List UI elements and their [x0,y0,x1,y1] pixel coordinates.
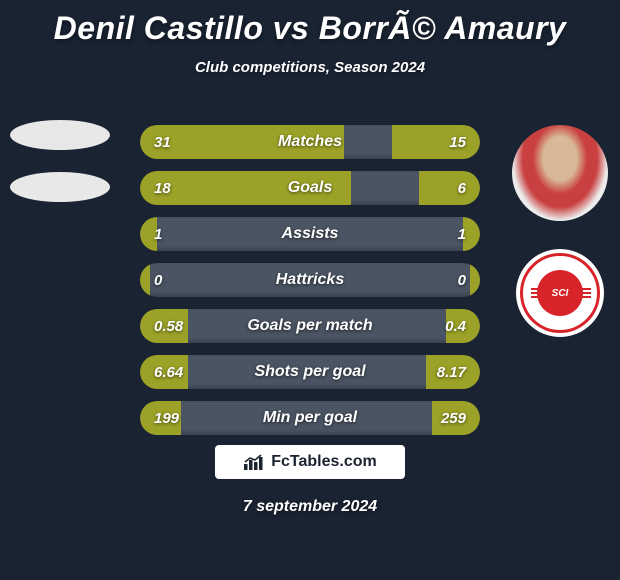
stat-bar: 1Assists1 [140,217,480,251]
bar-value-right: 1 [458,217,466,251]
club-badge-text: SCI [537,270,583,316]
stat-bar: 0.58Goals per match0.4 [140,309,480,343]
date-text: 7 september 2024 [0,498,620,516]
bar-label: Hattricks [140,263,480,297]
stat-bar: 0Hattricks0 [140,263,480,297]
stat-bars: 31Matches1518Goals61Assists10Hattricks00… [140,125,480,435]
bar-value-right: 0 [458,263,466,297]
bar-value-right: 6 [458,171,466,205]
stat-bar: 6.64Shots per goal8.17 [140,355,480,389]
left-player-avatar-placeholder [10,120,110,150]
bar-value-right: 259 [441,401,466,435]
fctables-logo-text: FcTables.com [271,453,377,471]
bar-value-right: 15 [449,125,466,159]
left-player-column [10,120,110,202]
left-player-club-placeholder [10,172,110,202]
right-player-avatar [512,125,608,221]
stat-bar: 31Matches15 [140,125,480,159]
bar-label: Goals per match [140,309,480,343]
bar-label: Goals [140,171,480,205]
stat-bar: 18Goals6 [140,171,480,205]
page-title: Denil Castillo vs BorrÃ© Amaury [0,0,620,47]
subtitle: Club competitions, Season 2024 [0,59,620,76]
bar-label: Min per goal [140,401,480,435]
bar-value-right: 8.17 [437,355,466,389]
bar-label: Assists [140,217,480,251]
bar-value-right: 0.4 [445,309,466,343]
right-player-club-badge: SCI [516,249,604,337]
bar-label: Shots per goal [140,355,480,389]
stat-bar: 199Min per goal259 [140,401,480,435]
fctables-chart-icon [243,453,265,471]
right-player-column: SCI [512,125,608,337]
fctables-logo: FcTables.com [215,445,405,479]
bar-label: Matches [140,125,480,159]
